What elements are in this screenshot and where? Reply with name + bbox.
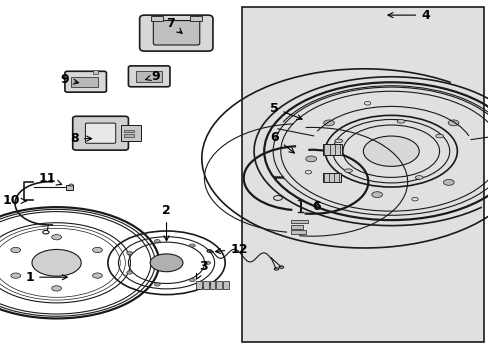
Bar xyxy=(290,225,303,229)
Ellipse shape xyxy=(435,134,443,138)
Ellipse shape xyxy=(11,273,20,278)
Ellipse shape xyxy=(363,136,418,166)
Bar xyxy=(190,16,201,21)
Bar xyxy=(93,70,98,74)
FancyBboxPatch shape xyxy=(85,123,116,143)
Text: 10: 10 xyxy=(2,194,26,207)
Text: 5: 5 xyxy=(269,102,302,120)
Bar xyxy=(290,230,305,234)
Ellipse shape xyxy=(154,239,160,243)
Ellipse shape xyxy=(443,180,453,185)
Bar xyxy=(151,16,163,21)
Ellipse shape xyxy=(92,273,102,278)
Text: 6: 6 xyxy=(312,200,321,213)
Ellipse shape xyxy=(447,120,458,126)
Text: 7: 7 xyxy=(166,17,182,33)
Ellipse shape xyxy=(150,254,183,272)
Bar xyxy=(242,7,483,342)
Ellipse shape xyxy=(126,271,132,274)
Bar xyxy=(216,281,222,289)
FancyBboxPatch shape xyxy=(128,66,170,87)
Bar xyxy=(66,185,73,190)
Text: 4: 4 xyxy=(387,9,429,22)
Text: 11: 11 xyxy=(38,172,61,185)
FancyBboxPatch shape xyxy=(65,71,106,92)
Bar xyxy=(290,220,307,223)
Ellipse shape xyxy=(334,139,342,143)
Ellipse shape xyxy=(371,192,382,198)
Text: 9: 9 xyxy=(145,70,160,83)
Ellipse shape xyxy=(11,247,20,253)
Text: 8: 8 xyxy=(70,132,91,145)
Ellipse shape xyxy=(414,176,422,179)
Bar xyxy=(121,125,141,141)
Ellipse shape xyxy=(344,169,352,172)
Ellipse shape xyxy=(305,156,316,162)
Bar xyxy=(124,134,134,137)
Ellipse shape xyxy=(52,235,61,240)
Ellipse shape xyxy=(189,279,195,282)
Bar xyxy=(209,281,215,289)
FancyBboxPatch shape xyxy=(73,116,128,150)
Bar xyxy=(196,281,201,289)
Bar xyxy=(322,144,342,155)
Ellipse shape xyxy=(396,120,404,123)
Ellipse shape xyxy=(189,244,195,247)
Text: 6: 6 xyxy=(270,131,294,153)
Text: 9: 9 xyxy=(61,73,79,86)
Text: 1: 1 xyxy=(25,271,67,284)
Ellipse shape xyxy=(126,251,132,255)
FancyBboxPatch shape xyxy=(140,15,212,51)
Ellipse shape xyxy=(69,184,73,186)
Ellipse shape xyxy=(154,283,160,286)
FancyBboxPatch shape xyxy=(153,21,199,45)
Bar xyxy=(124,130,134,132)
Bar xyxy=(202,281,208,289)
Bar xyxy=(223,281,228,289)
Bar xyxy=(71,77,98,87)
Bar xyxy=(136,71,162,82)
Ellipse shape xyxy=(323,120,334,126)
Ellipse shape xyxy=(92,247,102,253)
Text: 12: 12 xyxy=(215,243,247,256)
Ellipse shape xyxy=(32,249,81,276)
Ellipse shape xyxy=(204,261,210,264)
Text: 2: 2 xyxy=(162,204,171,241)
Ellipse shape xyxy=(52,286,61,291)
Bar xyxy=(322,173,341,182)
Text: 3: 3 xyxy=(196,260,207,279)
